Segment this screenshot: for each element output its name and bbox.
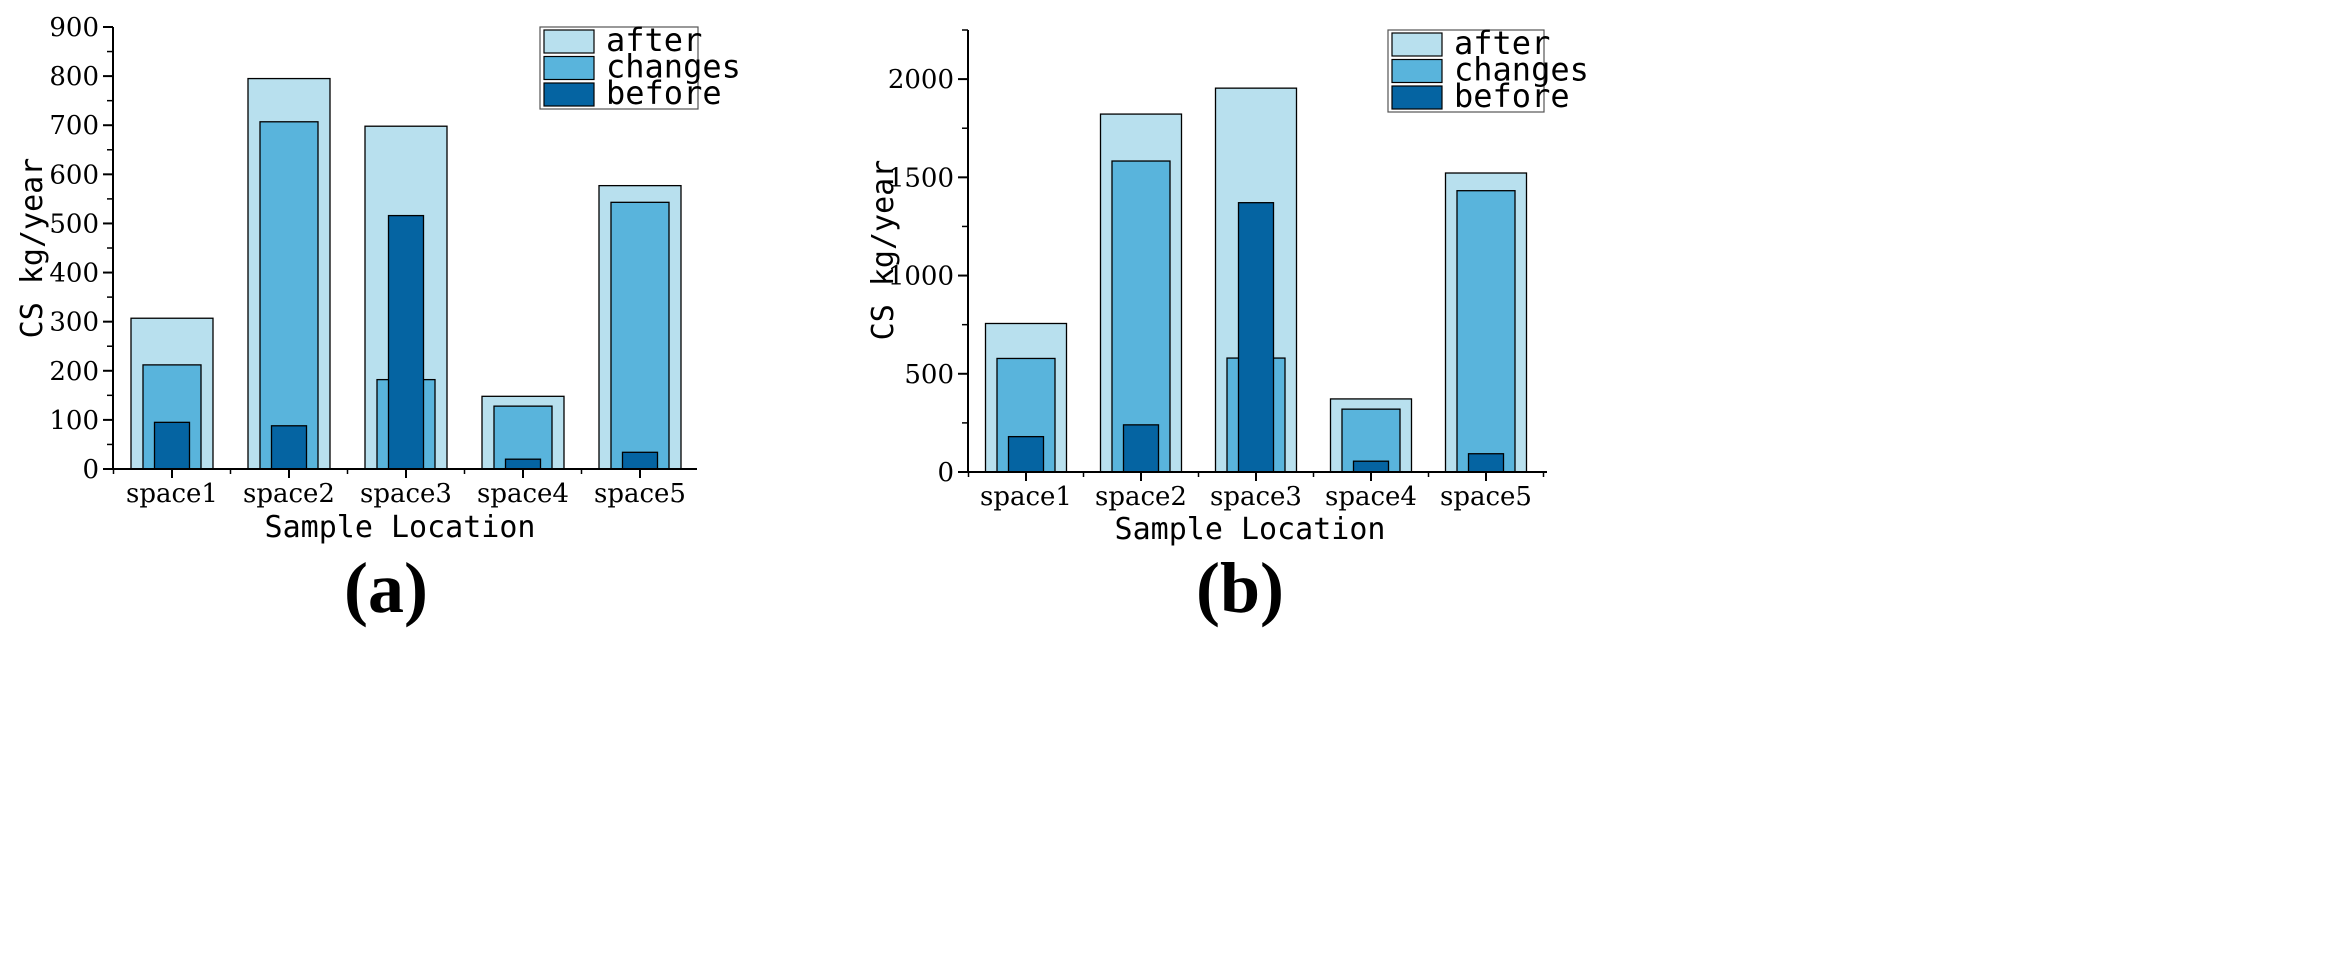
y-tick-label: 200 xyxy=(49,357,99,387)
y-tick-label: 2000 xyxy=(888,65,954,95)
bar-before-space5 xyxy=(621,451,659,470)
panel-label: (b) xyxy=(1196,548,1284,628)
y-tick-label: 400 xyxy=(49,259,99,289)
bar-changes-space5 xyxy=(1456,190,1516,473)
y-tick-label: 0 xyxy=(82,455,99,485)
chart-panel-a: 0 100 200 300 400 500 600 700 800 900 space1 space2… xyxy=(15,13,741,628)
legend-label-changes: changes xyxy=(1454,51,1589,89)
y-tick-label: 500 xyxy=(49,209,99,239)
bar-changes-space4 xyxy=(493,405,553,470)
x-tick-label-space1: space1 xyxy=(126,479,218,509)
bar-before-space2 xyxy=(270,425,308,470)
y-axis-title: CS kg/year xyxy=(866,160,901,341)
legend-label-after: after xyxy=(606,21,702,59)
legend-label-changes: changes xyxy=(606,48,741,86)
x-tick-label-space2: space2 xyxy=(1095,482,1187,512)
y-tick-label: 500 xyxy=(904,360,954,390)
x-tick-label-space4: space4 xyxy=(477,479,569,509)
bar-before-space3 xyxy=(1237,202,1275,473)
y-tick-label: 300 xyxy=(49,308,99,338)
y-tick-label: 100 xyxy=(49,406,99,436)
x-axis-title: Sample Location xyxy=(265,510,536,545)
bar-before-space3 xyxy=(387,214,425,470)
bar-changes-space2 xyxy=(1111,160,1171,473)
legend-swatch-before xyxy=(1391,85,1443,110)
y-tick-label: 600 xyxy=(49,160,99,190)
legend-swatch-before xyxy=(543,82,595,107)
legend-label-before: before xyxy=(606,74,722,112)
y-tick-label: 700 xyxy=(49,111,99,141)
chart-panel-b: 0 500 1000 1500 2000 space1 space2 space3 space4… xyxy=(866,24,1589,628)
legend-swatch-changes xyxy=(1391,58,1443,84)
y-tick-label: 1500 xyxy=(888,163,954,193)
x-tick-label-space2: space2 xyxy=(243,479,335,509)
bar-before-space2 xyxy=(1122,424,1160,473)
bar-before-space1 xyxy=(153,421,191,470)
y-tick-label: 0 xyxy=(937,458,954,488)
y-tick-label: 800 xyxy=(49,62,99,92)
bar-before-space1 xyxy=(1007,435,1045,473)
y-tick-label: 900 xyxy=(49,13,99,43)
y-tick-label: 1000 xyxy=(888,262,954,292)
x-tick-label-space3: space3 xyxy=(1210,482,1302,512)
x-tick-label-space4: space4 xyxy=(1325,482,1417,512)
legend-swatch-changes xyxy=(543,55,595,81)
x-axis-title: Sample Location xyxy=(1115,512,1386,547)
y-axis-title: CS kg/year xyxy=(15,158,50,339)
x-tick-label-space5: space5 xyxy=(1440,482,1532,512)
legend-label-after: after xyxy=(1454,24,1550,62)
bar-before-space4 xyxy=(1352,460,1390,473)
x-tick-label-space1: space1 xyxy=(980,482,1072,512)
bar-before-space5 xyxy=(1467,453,1505,473)
legend-swatch-after xyxy=(543,29,595,54)
panel-label: (a) xyxy=(344,548,428,628)
x-tick-label-space5: space5 xyxy=(594,479,686,509)
x-tick-label-space3: space3 xyxy=(360,479,452,509)
legend-swatch-after xyxy=(1391,32,1443,57)
legend-label-before: before xyxy=(1454,77,1570,115)
bar-changes-space2 xyxy=(259,121,319,470)
bar-before-space4 xyxy=(504,458,542,470)
bar-changes-space5 xyxy=(610,201,670,470)
